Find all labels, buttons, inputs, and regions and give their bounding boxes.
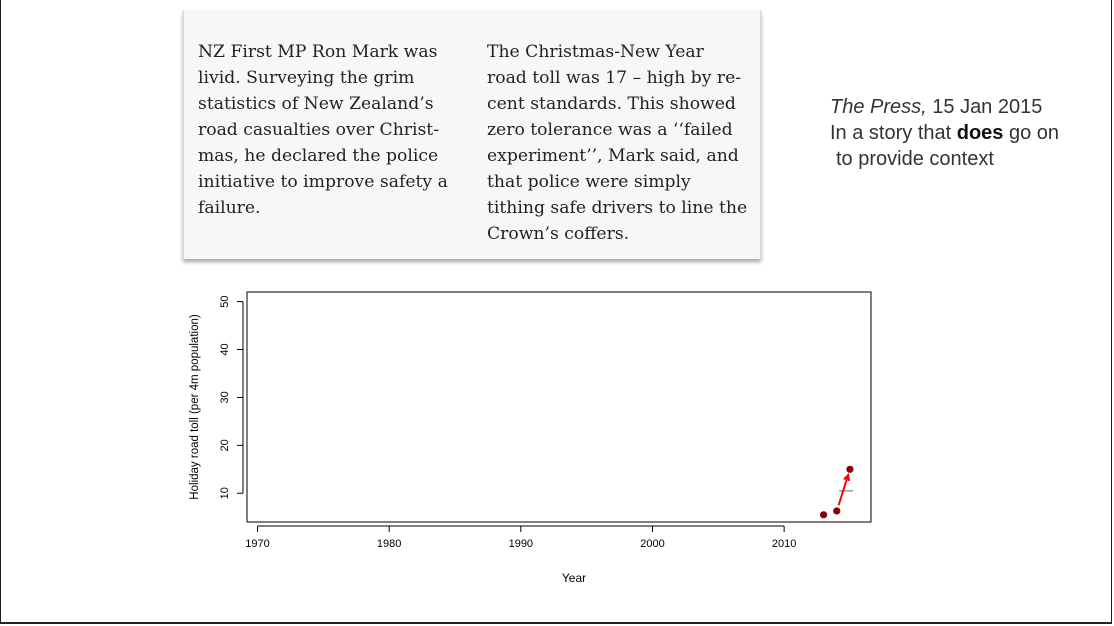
data-point	[833, 507, 841, 515]
caption-line-3: to provide context	[836, 148, 994, 170]
x-axis: 1970 1980 1990 2000 2010	[245, 525, 796, 550]
caption-line2-bold: does	[956, 122, 1004, 144]
x-tick-label: 1990	[509, 538, 533, 550]
newspaper-clipping: NZ First MP Ron Mark was livid. Surveyin…	[183, 10, 761, 259]
plot-box	[246, 291, 872, 523]
caption-line-1: The Press, 15 Jan 2015	[830, 94, 1059, 120]
y-tick-label: 20	[219, 439, 231, 451]
caption-line2-after: go on	[1003, 122, 1060, 144]
caption-line2-before: In a story that	[830, 122, 957, 144]
y-axis: 10 20 30 40 50	[219, 295, 244, 499]
clipping-left-paragraph: NZ First MP Ron Mark was livid. Surveyin…	[198, 42, 448, 218]
x-axis-label: Year	[562, 571, 586, 585]
y-axis-label: Holiday road toll (per 4m population)	[189, 314, 201, 500]
y-tick-label: 50	[219, 295, 231, 307]
y-tick-label: 40	[219, 343, 231, 355]
x-tick-label: 2000	[640, 538, 664, 550]
y-tick-label: 10	[219, 487, 231, 499]
y-tick-label: 30	[219, 391, 231, 403]
clipping-right-paragraph: The Christmas-New Year road toll was 17 …	[487, 42, 748, 244]
x-tick-label: 2010	[772, 538, 796, 550]
caption-date: 15 Jan 2015	[926, 96, 1043, 118]
data-point	[846, 465, 854, 473]
caption-source: The Press,	[830, 96, 927, 118]
data-point	[820, 511, 828, 519]
caption: The Press, 15 Jan 2015 In a story that d…	[830, 94, 1059, 172]
x-tick-label: 1980	[377, 538, 401, 550]
arrow-head	[843, 472, 850, 482]
caption-line-2: In a story that does go on	[830, 120, 1059, 146]
x-tick-label: 1970	[245, 538, 269, 550]
chart-marks	[820, 465, 854, 519]
arrow-shaft	[837, 474, 850, 506]
